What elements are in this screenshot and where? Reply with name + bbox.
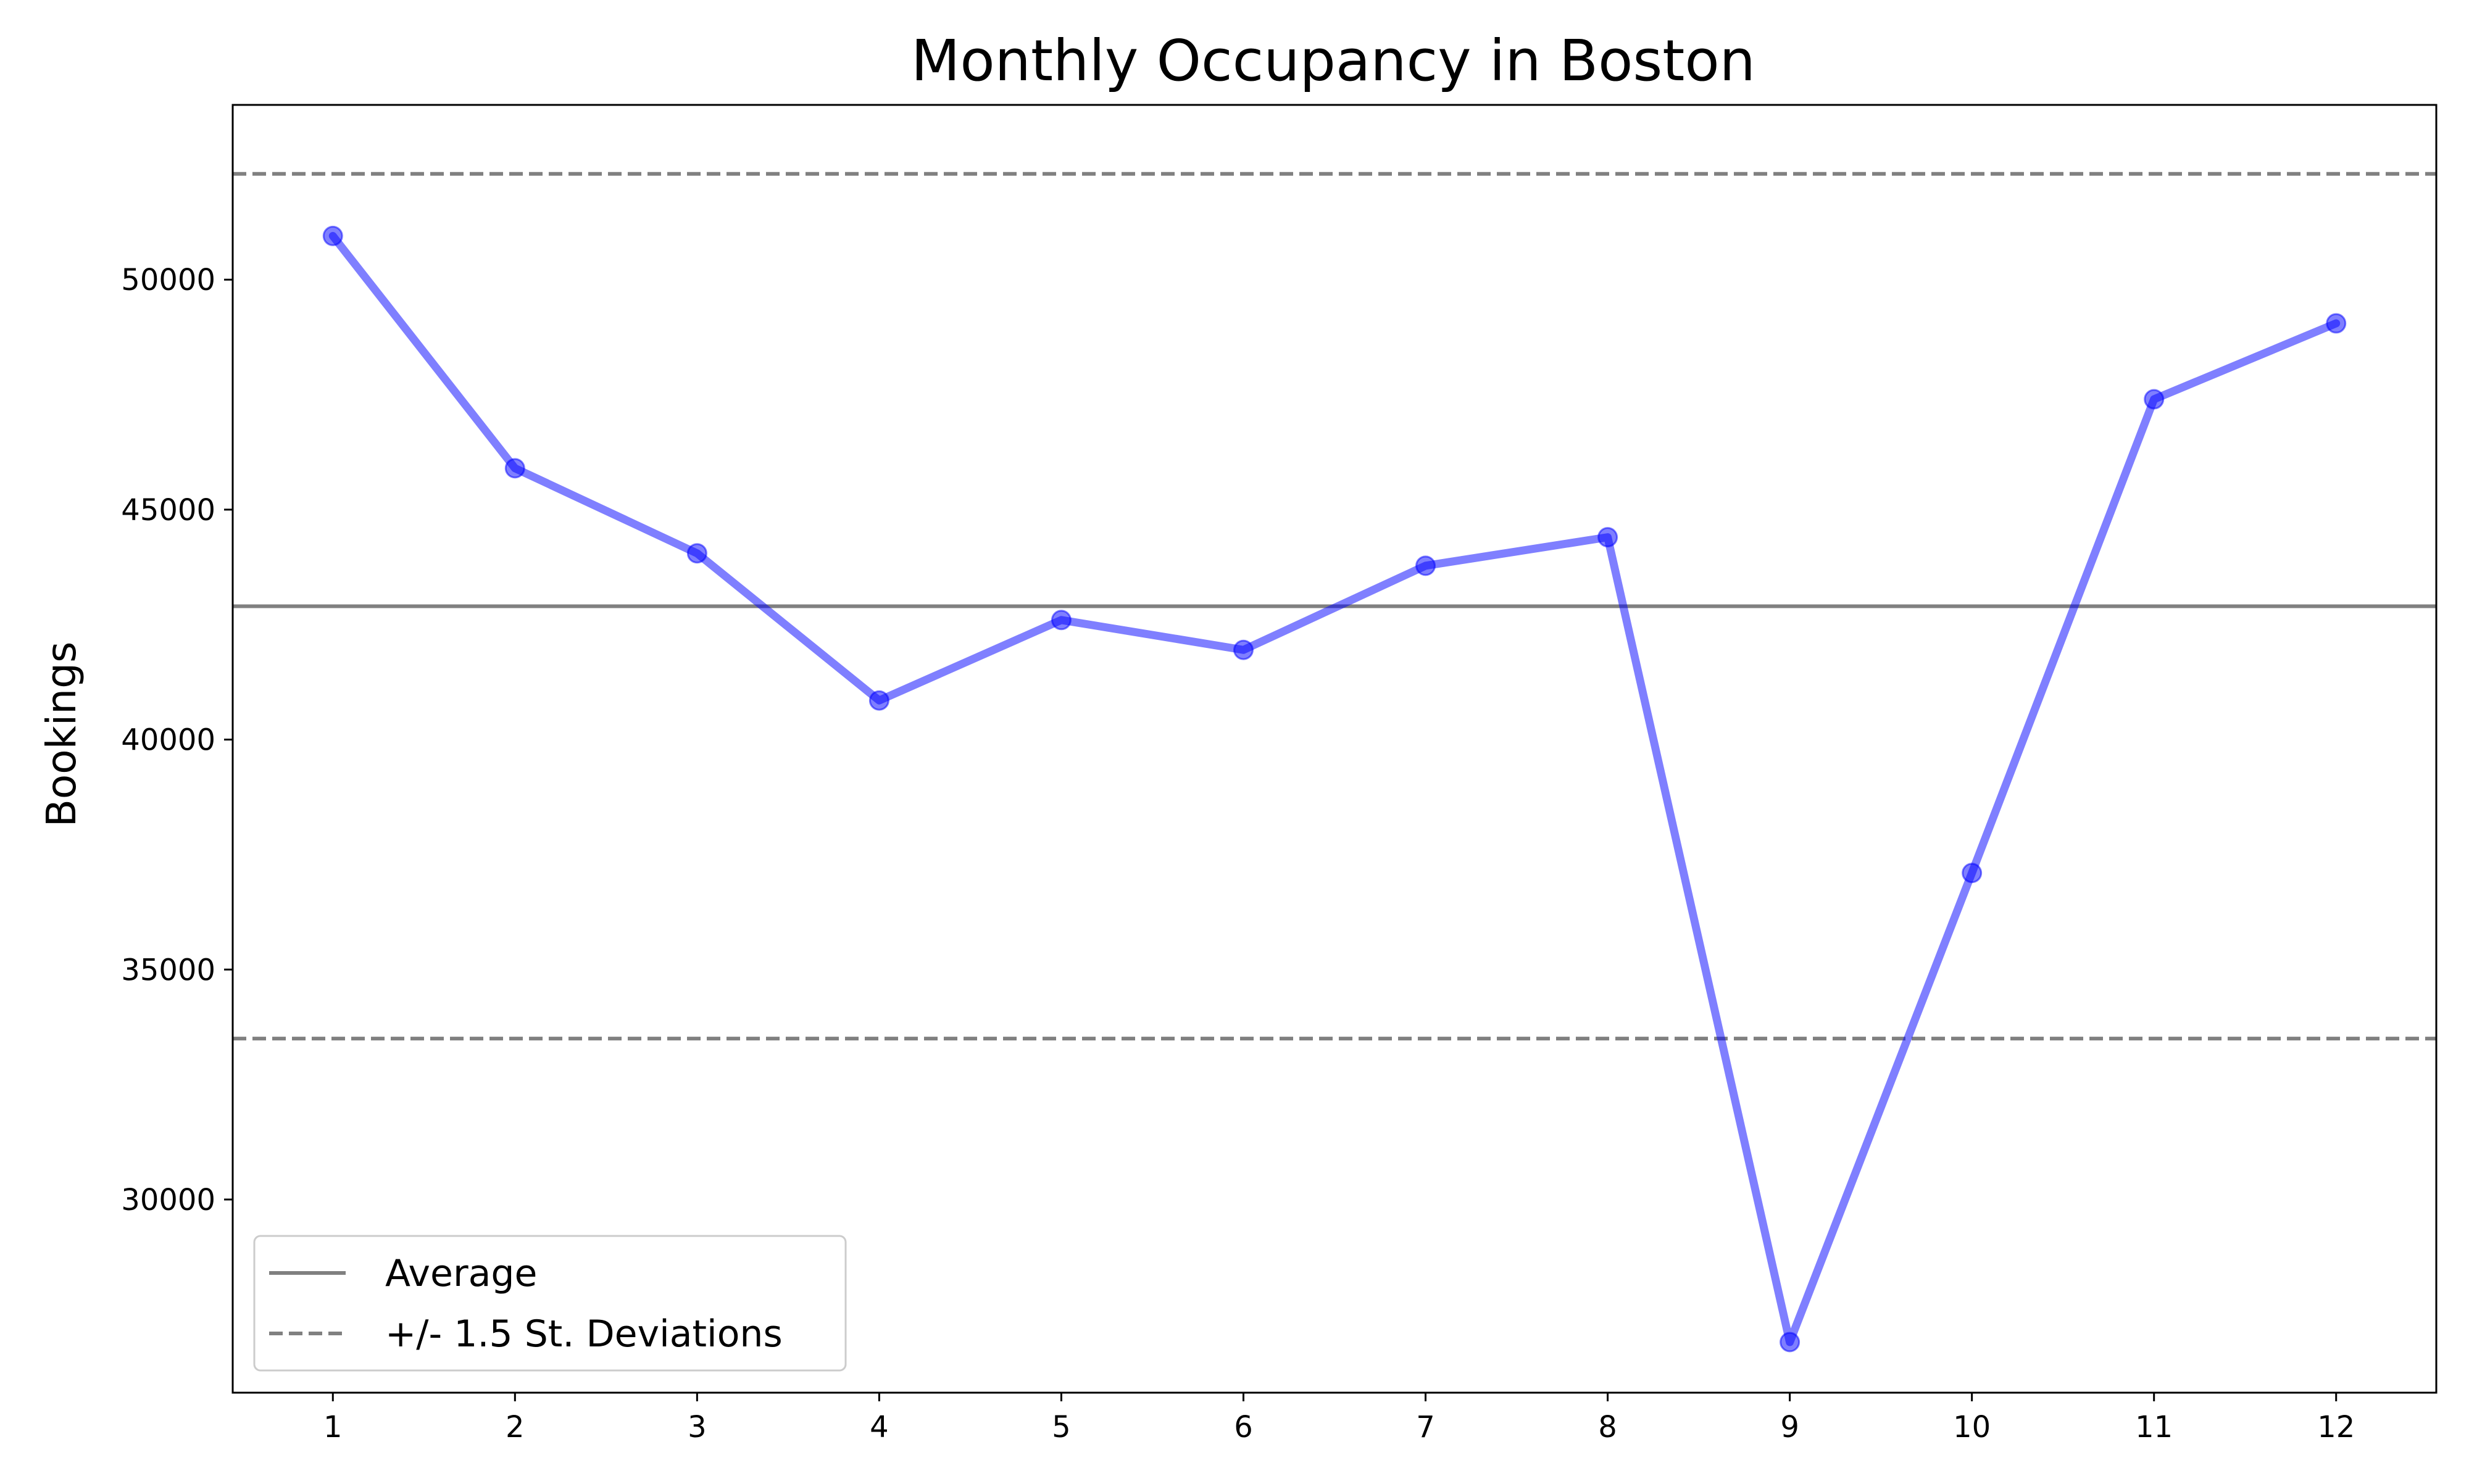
- data-point: [868, 690, 889, 711]
- data-point: [2326, 313, 2347, 334]
- x-tick-label: 6: [1234, 1410, 1253, 1445]
- y-tick-label: 40000: [121, 723, 215, 758]
- data-point: [1233, 639, 1254, 660]
- data-point: [1051, 610, 1072, 631]
- x-tick-label: 1: [323, 1410, 343, 1445]
- data-point: [1962, 863, 1983, 884]
- plot-area: 1 2 3 4 5 6 7 8 9 10 11 123000035000400004500050000…: [121, 104, 2438, 1445]
- y-tick-label: 30000: [121, 1183, 215, 1217]
- x-tick-label: 2: [506, 1410, 525, 1445]
- chart-title: Monthly Occupancy in Boston: [911, 28, 1755, 94]
- data-point: [1415, 555, 1436, 576]
- x-tick-label: 11: [2135, 1410, 2173, 1445]
- data-point: [2144, 389, 2165, 410]
- legend-box: [253, 1235, 847, 1372]
- x-tick-label: 9: [1780, 1410, 1799, 1445]
- data-point: [504, 458, 525, 479]
- x-tick-label: 5: [1052, 1410, 1071, 1445]
- data-point: [322, 225, 343, 246]
- x-tick-label: 8: [1598, 1410, 1617, 1445]
- x-tick-label: 12: [2317, 1410, 2355, 1445]
- legend-label: +/- 1.5 St. Deviations: [385, 1312, 783, 1356]
- series-line: [328, 231, 2341, 1346]
- x-tick-label: 10: [1953, 1410, 1991, 1445]
- data-point: [1597, 527, 1618, 548]
- y-tick-label: 45000: [121, 493, 215, 528]
- x-tick-label: 7: [1416, 1410, 1435, 1445]
- x-tick-label: 4: [870, 1410, 889, 1445]
- x-tick-label: 3: [688, 1410, 707, 1445]
- legend-label: Average: [385, 1252, 537, 1295]
- data-point: [1780, 1332, 1801, 1353]
- y-tick-label: 35000: [121, 953, 215, 987]
- y-axis-label: Bookings: [38, 642, 85, 827]
- data-point: [686, 543, 707, 564]
- y-tick-label: 50000: [121, 263, 215, 297]
- plot-frame: [231, 104, 2438, 1394]
